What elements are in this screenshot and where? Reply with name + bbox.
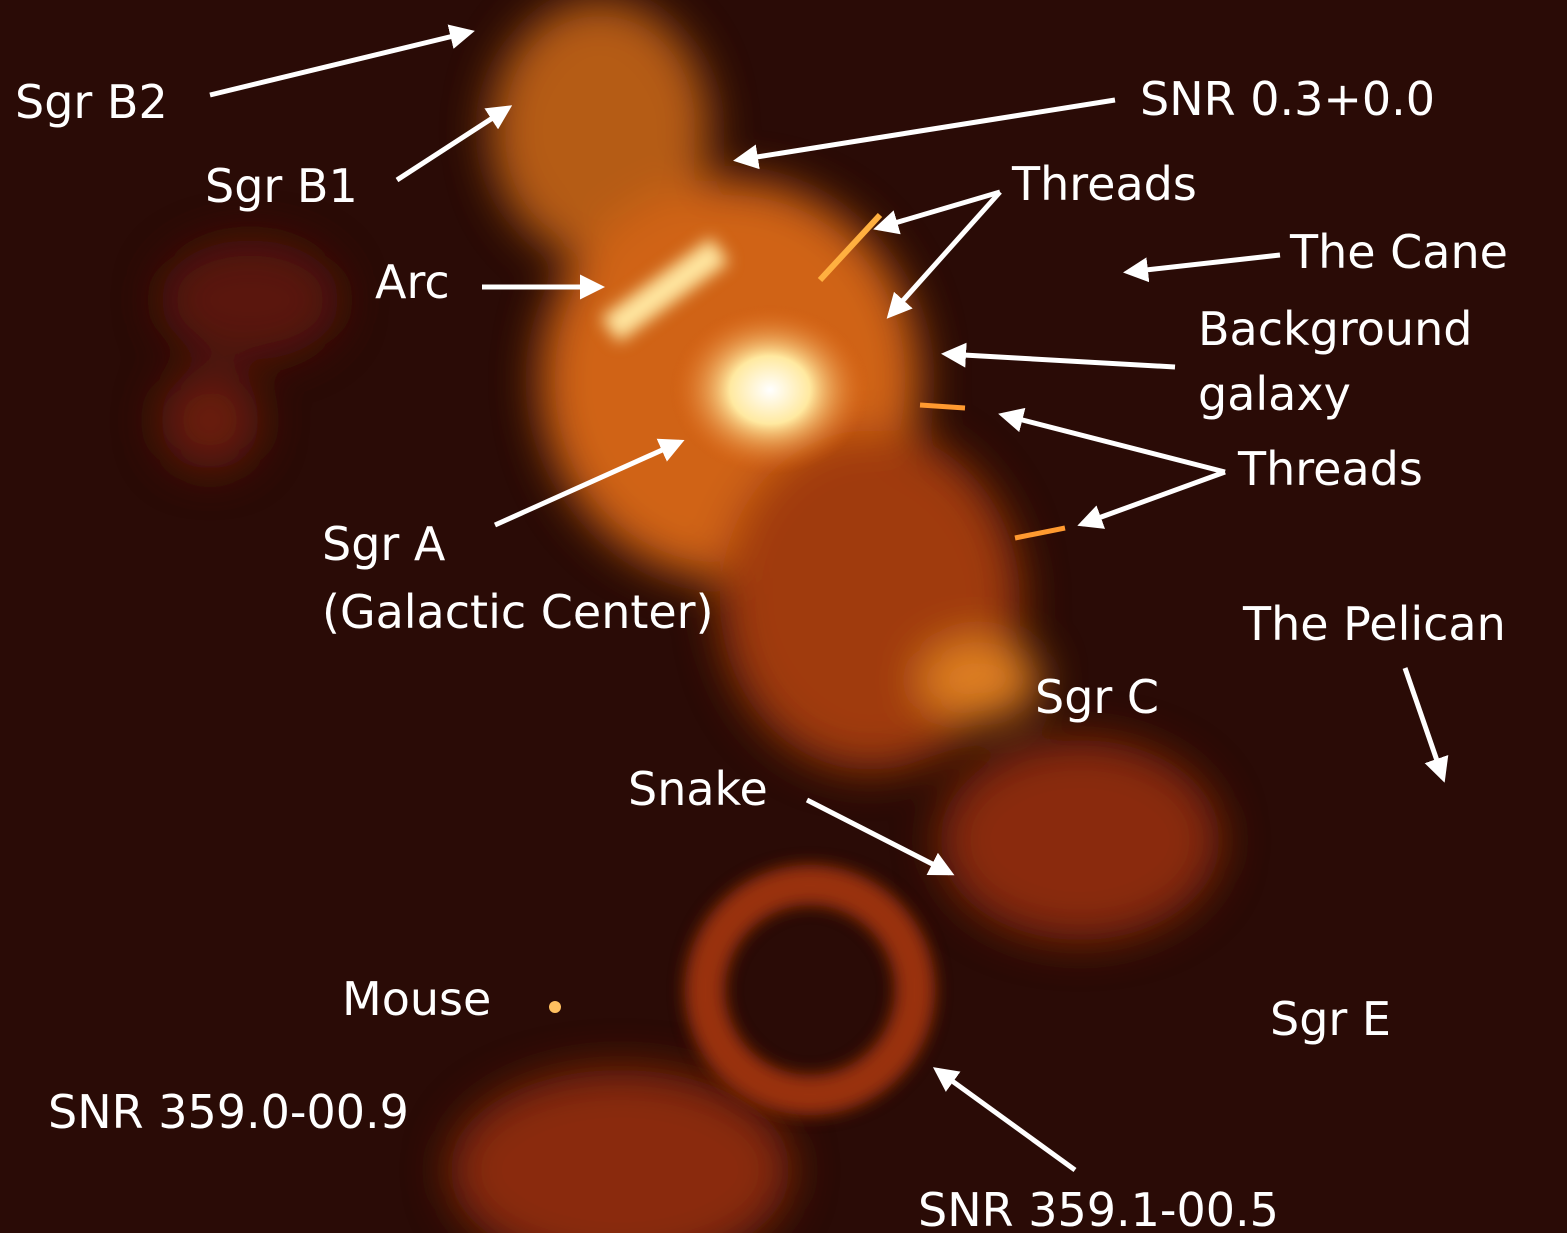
label: (Galactic Center)	[322, 585, 714, 639]
label: Threads	[1011, 157, 1197, 211]
label: Sgr B2	[15, 75, 168, 129]
label: Threads	[1237, 442, 1423, 496]
arrows	[209, 24, 1449, 1173]
label: Sgr A	[322, 517, 446, 571]
snr-ring	[685, 865, 935, 1115]
thread	[919, 402, 966, 411]
label: Arc	[375, 255, 450, 309]
thread	[817, 212, 883, 283]
label: Sgr B1	[205, 159, 358, 213]
label: Background	[1198, 302, 1472, 356]
labels: Sgr B2 SNR 0.3+0.0 Sgr B1 Threads The Ca…	[15, 72, 1508, 1233]
label: galaxy	[1198, 367, 1351, 421]
label: Snake	[628, 762, 768, 816]
label: SNR 359.0-00.9	[48, 1085, 409, 1139]
emission	[160, 0, 1220, 1233]
sgr-a-core	[670, 305, 870, 475]
label: The Pelican	[1242, 597, 1506, 651]
label: Sgr E	[1270, 992, 1391, 1046]
arc	[601, 237, 729, 343]
thread	[1014, 525, 1066, 541]
label: SNR 0.3+0.0	[1140, 72, 1435, 126]
label: SNR 359.1-00.5	[918, 1183, 1279, 1233]
label: Mouse	[342, 972, 491, 1026]
label: The Cane	[1289, 225, 1508, 279]
label: Sgr C	[1035, 670, 1159, 724]
mouse	[549, 1001, 561, 1013]
